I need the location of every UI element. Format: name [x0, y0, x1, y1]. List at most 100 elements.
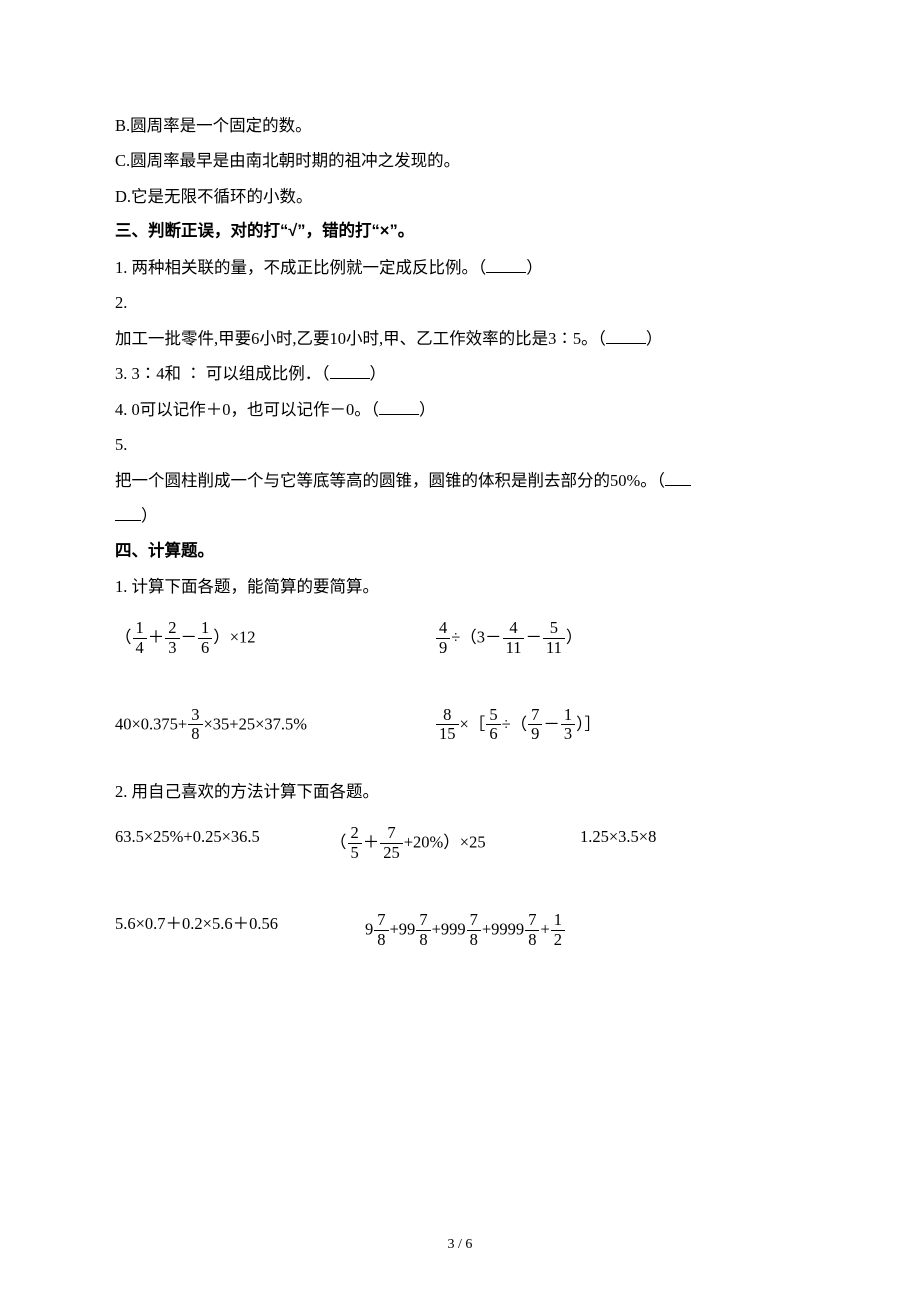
s3-q3: 3. 3∶4和 ∶ 可以组成比例．（ ） — [115, 356, 805, 391]
section-3-heading: 三、判断正误，对的打“√”，错的打“×”。 — [115, 214, 805, 249]
s3-q2: 加工一批零件,甲要6小时,乙要10小时,甲、乙工作效率的比是3∶5。（ ） — [115, 321, 805, 356]
calc-row-2: 40×0.375+38×35+25×37.5% 815×［56÷（79－13）］ — [115, 706, 805, 745]
s3-q4: 4. 0可以记作＋0，也可以记作－0。（ ） — [115, 392, 805, 427]
txt: +9999 — [482, 919, 524, 938]
txt: ）］ — [576, 714, 601, 733]
s3-q2-text: 加工一批零件,甲要6小时,乙要10小时,甲、乙工作效率的比是3∶5。（ — [115, 329, 606, 348]
fraction: 12 — [551, 911, 565, 950]
den: 6 — [486, 725, 500, 744]
s3-q5-num: 5. — [115, 427, 805, 462]
blank-icon — [115, 504, 141, 522]
den: 11 — [503, 639, 525, 658]
den: 8 — [188, 725, 202, 744]
den: 3 — [165, 639, 179, 658]
blank-icon — [665, 468, 691, 486]
fraction: 78 — [525, 911, 539, 950]
s3-q5a: 把一个圆柱削成一个与它等底等高的圆锥，圆锥的体积是削去部分的50%。（ — [115, 463, 805, 498]
txt: ×35+25×37.5% — [204, 714, 308, 733]
num: 2 — [165, 619, 179, 639]
num: 7 — [467, 911, 481, 931]
num: 8 — [436, 706, 459, 726]
txt: ÷（ — [502, 714, 528, 733]
fraction: 16 — [198, 619, 212, 658]
fraction: 411 — [503, 619, 525, 658]
fraction: 725 — [380, 824, 403, 863]
page-footer: 3 / 6 — [0, 1238, 920, 1252]
num: 1 — [198, 619, 212, 639]
calc-r2c2: 815×［56÷（79－13）］ — [435, 706, 805, 745]
den: 4 — [133, 639, 147, 658]
calc-r4c1: 5.6×0.7＋0.2×5.6＋0.56 — [115, 911, 365, 937]
num: 7 — [380, 824, 403, 844]
num: 7 — [528, 706, 542, 726]
fraction: 511 — [543, 619, 565, 658]
txt: （ — [330, 832, 347, 851]
blank-icon — [379, 397, 419, 415]
txt: 40×0.375+ — [115, 714, 187, 733]
txt: ） — [566, 627, 583, 646]
option-b: B.圆周率是一个固定的数。 — [115, 108, 805, 143]
num: 4 — [436, 619, 450, 639]
fraction: 78 — [374, 911, 388, 950]
txt: ＋ — [363, 832, 380, 851]
txt: － — [181, 627, 198, 646]
num: 1 — [551, 911, 565, 931]
calc-r3c1: 63.5×25%+0.25×36.5 — [115, 824, 330, 850]
calc-r4c2: 978+9978+99978+999978+12 — [365, 911, 805, 950]
calc-r3c2: （25＋725+20%）×25 — [330, 824, 580, 863]
fraction: 78 — [467, 911, 481, 950]
section-4-heading: 四、计算题。 — [115, 534, 805, 569]
option-d: D.它是无限不循环的小数。 — [115, 179, 805, 214]
calc-r1c1: （14＋23－16）×12 — [115, 619, 435, 658]
num: 7 — [525, 911, 539, 931]
num: 2 — [348, 824, 362, 844]
close-paren: ） — [526, 258, 543, 277]
s3-q1-text: 1. 两种相关联的量，不成正比例就一定成反比例。（ — [115, 258, 486, 277]
close-paren: ） — [370, 364, 387, 383]
txt: +20%）×25 — [404, 832, 486, 851]
calc-r3c3: 1.25×3.5×8 — [580, 824, 805, 850]
txt: 9 — [365, 919, 373, 938]
option-c: C.圆周率最早是由南北朝时期的祖冲之发现的。 — [115, 143, 805, 178]
calc-row-1: （14＋23－16）×12 49÷（3－411－511） — [115, 619, 805, 658]
den: 8 — [467, 931, 481, 950]
txt: ＋ — [148, 627, 165, 646]
s3-q1: 1. 两种相关联的量，不成正比例就一定成反比例。（ ） — [115, 250, 805, 285]
s3-q5b-text: ） — [141, 506, 158, 525]
num: 4 — [503, 619, 525, 639]
s3-q5b: ） — [115, 498, 805, 533]
fraction: 56 — [486, 706, 500, 745]
close-paren: ） — [419, 400, 436, 419]
blank-icon — [606, 326, 646, 344]
txt: + — [540, 919, 549, 938]
den: 8 — [374, 931, 388, 950]
txt: +999 — [432, 919, 466, 938]
blank-icon — [486, 255, 526, 273]
fraction: 79 — [528, 706, 542, 745]
num: 1 — [561, 706, 575, 726]
calc-row-4: 5.6×0.7＋0.2×5.6＋0.56 978+9978+99978+9999… — [115, 911, 805, 950]
s3-q4-text: 4. 0可以记作＋0，也可以记作－0。（ — [115, 400, 379, 419]
calc-row-3: 63.5×25%+0.25×36.5 （25＋725+20%）×25 1.25×… — [115, 824, 805, 863]
fraction: 14 — [133, 619, 147, 658]
den: 2 — [551, 931, 565, 950]
den: 3 — [561, 725, 575, 744]
den: 5 — [348, 844, 362, 863]
num: 5 — [486, 706, 500, 726]
s3-q3-text: 3. 3∶4和 ∶ 可以组成比例．（ — [115, 364, 330, 383]
txt: ÷（3－ — [451, 627, 501, 646]
txt: +99 — [390, 919, 416, 938]
txt: － — [543, 714, 560, 733]
num: 1 — [133, 619, 147, 639]
den: 8 — [416, 931, 430, 950]
num: 5 — [543, 619, 565, 639]
s3-q5a-text: 把一个圆柱削成一个与它等底等高的圆锥，圆锥的体积是削去部分的50%。（ — [115, 471, 665, 490]
den: 25 — [380, 844, 403, 863]
txt: － — [525, 627, 542, 646]
txt: ×［ — [460, 714, 486, 733]
num: 7 — [374, 911, 388, 931]
fraction: 815 — [436, 706, 459, 745]
close-paren: ） — [646, 329, 663, 348]
s4-p2: 2. 用自己喜欢的方法计算下面各题。 — [115, 774, 805, 809]
num: 7 — [416, 911, 430, 931]
